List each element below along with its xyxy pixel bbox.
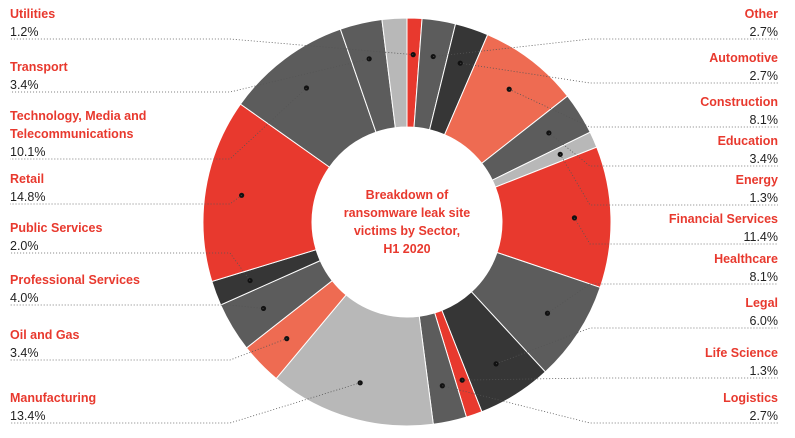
slice-value-retail: 14.8% [10,190,45,204]
leader-line-life-science [462,377,778,381]
slice-unlabeled [381,17,408,129]
slice-label-other: Other [745,7,778,21]
leader-line-public-services [10,252,251,281]
leader-line-oil-and-gas [10,338,287,361]
slice-label-automotive: Automotive [709,51,778,65]
slice-value-legal: 6.0% [750,314,779,328]
slice-value-logistics: 2.7% [750,409,779,423]
slice-marker-education [546,130,552,136]
slice-value-other: 2.7% [750,25,779,39]
slice-value-energy: 1.3% [750,191,779,205]
slice-label-energy: Energy [736,173,778,187]
slice-label-technology-media-and-telecommunications: Technology, Media and [10,109,146,123]
slice-label-education: Education [718,134,778,148]
slice-label-public-services: Public Services [10,221,102,235]
slice-label-oil-and-gas: Oil and Gas [10,328,80,342]
leader-line-professional-services [10,304,264,309]
slice-value-automotive: 2.7% [750,69,779,83]
center-title-line: H1 2020 [383,242,430,256]
donut-slices [202,17,612,427]
slice-label-professional-services: Professional Services [10,273,140,287]
slice-value-public-services: 2.0% [10,239,39,253]
slice-value-construction: 8.1% [750,113,779,127]
slice-retail [202,103,331,283]
slice-labels: Utilities 1.2% Other 2.7% Automotive 2.7% Cons… [10,7,778,423]
leader-line-legal [495,327,778,365]
center-title-line: ransomware leak site [344,206,471,220]
slice-value-utilities: 1.2% [10,25,39,39]
leader-line-manufacturing [10,382,361,424]
slice-label-life-science: Life Science [705,346,778,360]
center-title: Breakdown of ransomware leak site victims … [344,188,471,256]
slice-value-transport: 3.4% [10,78,39,92]
slice-value-technology-media-and-telecommunications: 10.1% [10,145,45,159]
slice-marker-utilities [410,52,416,58]
slice-manufacturing [275,294,434,427]
slice-label-legal: Legal [745,296,778,310]
leader-line-healthcare [547,283,778,314]
slice-value-manufacturing: 13.4% [10,409,45,423]
slice-value-education: 3.4% [750,152,779,166]
leader-line-utilities [10,38,414,56]
center-title-line: victims by Sector, [354,224,460,238]
slice-value-life-science: 1.3% [750,364,779,378]
leader-line-financial-services [574,217,778,245]
slice-label-retail: Retail [10,172,44,186]
slice-value-financial-services: 11.4% [743,230,778,244]
slice-label-manufacturing: Manufacturing [10,391,96,405]
slice-label-technology-media-and-telecommunications: Telecommunications [10,127,133,141]
leader-lines [10,38,778,424]
slice-label-logistics: Logistics [723,391,778,405]
slice-label-financial-services: Financial Services [669,212,778,226]
center-title-line: Breakdown of [366,188,449,202]
slice-label-transport: Transport [10,60,68,74]
slice-label-construction: Construction [700,95,778,109]
slice-value-healthcare: 8.1% [750,270,779,284]
slice-value-oil-and-gas: 3.4% [10,346,39,360]
slice-value-professional-services: 4.0% [10,291,39,305]
slice-label-utilities: Utilities [10,7,55,21]
slice-label-healthcare: Healthcare [714,252,778,266]
